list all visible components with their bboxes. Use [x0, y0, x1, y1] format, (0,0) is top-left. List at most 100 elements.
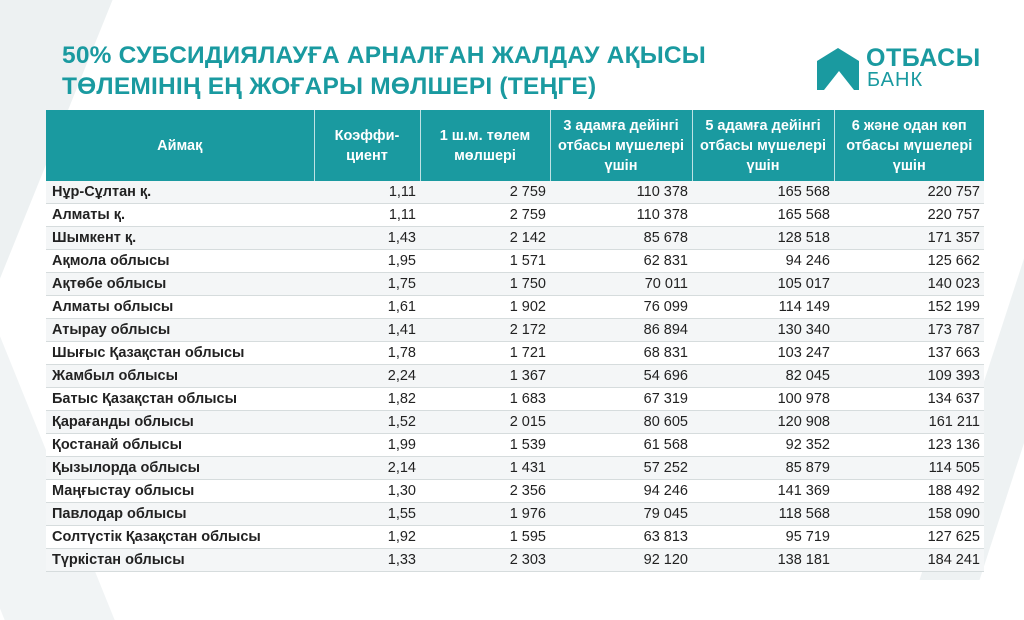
table-header-row: Аймақ Коэффи- циент 1 ш.м. төлем мөлшері… — [46, 110, 984, 181]
cell-six-plus-members: 220 757 — [834, 181, 984, 204]
cell-region-name: Алматы қ. — [46, 203, 314, 227]
table-row: Қостанай облысы 1,99 1 539 61 568 92 352 123 … — [46, 433, 984, 457]
cell-coefficient: 1,43 — [314, 226, 420, 250]
cell-payment-per-sqm: 2 172 — [420, 318, 550, 342]
column-header-region: Аймақ — [46, 110, 314, 181]
cell-coefficient: 1,33 — [314, 548, 420, 572]
cell-up-to-3-members: 70 011 — [550, 272, 692, 296]
cell-up-to-5-members: 120 908 — [692, 410, 834, 434]
cell-up-to-3-members: 94 246 — [550, 479, 692, 503]
cell-up-to-3-members: 86 894 — [550, 318, 692, 342]
cell-payment-per-sqm: 2 015 — [420, 410, 550, 434]
cell-region-name: Нұр-Сұлтан қ. — [46, 181, 314, 204]
cell-coefficient: 1,52 — [314, 410, 420, 434]
cell-six-plus-members: 137 663 — [834, 341, 984, 365]
table-row: Шымкент қ. 1,43 2 142 85 678 128 518 171 357 — [46, 226, 984, 250]
column-header-up-to-3-members: 3 адамға дейінгі отбасы мүшелері үшін — [549, 110, 692, 181]
column-header-6-plus-members: 6 және одан көп отбасы мүшелері үшін — [833, 110, 984, 181]
cell-coefficient: 2,24 — [314, 364, 420, 388]
cell-up-to-5-members: 85 879 — [692, 456, 834, 480]
cell-six-plus-members: 158 090 — [834, 502, 984, 526]
cell-payment-per-sqm: 2 142 — [420, 226, 550, 250]
cell-coefficient: 1,61 — [314, 295, 420, 319]
cell-coefficient: 1,41 — [314, 318, 420, 342]
cell-region-name: Атырау облысы — [46, 318, 314, 342]
cell-up-to-5-members: 165 568 — [692, 181, 834, 204]
cell-payment-per-sqm: 1 721 — [420, 341, 550, 365]
cell-up-to-5-members: 95 719 — [692, 525, 834, 549]
cell-six-plus-members: 161 211 — [834, 410, 984, 434]
column-header-coefficient: Коэффи- циент — [313, 110, 420, 181]
cell-payment-per-sqm: 1 976 — [420, 502, 550, 526]
page-title-line-1: 50% СУБСИДИЯЛАУҒА АРНАЛҒАН ЖАЛДАУ АҚЫСЫ — [62, 42, 706, 69]
cell-six-plus-members: 114 505 — [834, 456, 984, 480]
cell-six-plus-members: 171 357 — [834, 226, 984, 250]
cell-six-plus-members: 134 637 — [834, 387, 984, 411]
cell-six-plus-members: 123 136 — [834, 433, 984, 457]
cell-payment-per-sqm: 1 539 — [420, 433, 550, 457]
cell-region-name: Жамбыл облысы — [46, 364, 314, 388]
cell-region-name: Ақтөбе облысы — [46, 272, 314, 296]
cell-up-to-3-members: 62 831 — [550, 249, 692, 273]
cell-six-plus-members: 140 023 — [834, 272, 984, 296]
cell-up-to-3-members: 79 045 — [550, 502, 692, 526]
cell-up-to-3-members: 85 678 — [550, 226, 692, 250]
table-row: Қарағанды облысы 1,52 2 015 80 605 120 908 16… — [46, 410, 984, 434]
cell-six-plus-members: 125 662 — [834, 249, 984, 273]
cell-six-plus-members: 220 757 — [834, 203, 984, 227]
cell-payment-per-sqm: 1 902 — [420, 295, 550, 319]
table-row: Жамбыл облысы 2,24 1 367 54 696 82 045 109 39… — [46, 364, 984, 388]
cell-payment-per-sqm: 1 683 — [420, 387, 550, 411]
column-header-up-to-5-members: 5 адамға дейінгі отбасы мүшелері үшін — [691, 110, 834, 181]
cell-coefficient: 1,82 — [314, 387, 420, 411]
cell-six-plus-members: 184 241 — [834, 548, 984, 572]
cell-region-name: Солтүстік Қазақстан облысы — [46, 525, 314, 549]
cell-payment-per-sqm: 2 759 — [420, 181, 550, 204]
cell-up-to-3-members: 61 568 — [550, 433, 692, 457]
cell-up-to-5-members: 138 181 — [692, 548, 834, 572]
table-row: Шығыс Қазақстан облысы 1,78 1 721 68 831 103… — [46, 341, 984, 365]
cell-up-to-3-members: 92 120 — [550, 548, 692, 572]
table-row: Павлодар облысы 1,55 1 976 79 045 118 568 158… — [46, 502, 984, 526]
cell-up-to-3-members: 76 099 — [550, 295, 692, 319]
table-row: Түркістан облысы 1,33 2 303 92 120 138 181 18… — [46, 548, 984, 572]
page-title-line-2: ТӨЛЕМІНІҢ ЕҢ ЖОҒАРЫ МӨЛШЕРІ (ТЕҢГЕ) — [62, 73, 597, 100]
cell-region-name: Ақмола облысы — [46, 249, 314, 273]
house-logo-icon — [817, 48, 859, 90]
rent-subsidy-table: Аймақ Коэффи- циент 1 ш.м. төлем мөлшері… — [46, 110, 984, 572]
cell-six-plus-members: 173 787 — [834, 318, 984, 342]
cell-coefficient: 2,14 — [314, 456, 420, 480]
cell-payment-per-sqm: 2 356 — [420, 479, 550, 503]
table-row: Алматы қ. 1,11 2 759 110 378 165 568 220 757 — [46, 203, 984, 227]
cell-payment-per-sqm: 1 367 — [420, 364, 550, 388]
table-row: Нұр-Сұлтан қ. 1,11 2 759 110 378 165 568 220 … — [46, 181, 984, 204]
otbasy-bank-logo: ОТБАСЫ БАНК — [815, 45, 985, 91]
column-header-payment-per-sqm: 1 ш.м. төлем мөлшері — [419, 110, 550, 181]
cell-up-to-5-members: 130 340 — [692, 318, 834, 342]
cell-up-to-3-members: 68 831 — [550, 341, 692, 365]
cell-payment-per-sqm: 2 759 — [420, 203, 550, 227]
cell-region-name: Қызылорда облысы — [46, 456, 314, 480]
cell-up-to-3-members: 57 252 — [550, 456, 692, 480]
cell-coefficient: 1,99 — [314, 433, 420, 457]
table-row: Ақтөбе облысы 1,75 1 750 70 011 105 017 140 0… — [46, 272, 984, 296]
cell-six-plus-members: 127 625 — [834, 525, 984, 549]
cell-region-name: Маңғыстау облысы — [46, 479, 314, 503]
cell-up-to-5-members: 118 568 — [692, 502, 834, 526]
cell-up-to-3-members: 54 696 — [550, 364, 692, 388]
cell-region-name: Қостанай облысы — [46, 433, 314, 457]
cell-coefficient: 1,95 — [314, 249, 420, 273]
cell-region-name: Қарағанды облысы — [46, 410, 314, 434]
logo-name: ОТБАСЫ — [866, 44, 981, 72]
table-row: Ақмола облысы 1,95 1 571 62 831 94 246 125 66… — [46, 249, 984, 273]
cell-up-to-5-members: 105 017 — [692, 272, 834, 296]
cell-region-name: Батыс Қазақстан облысы — [46, 387, 314, 411]
logo-subtitle: БАНК — [867, 69, 924, 91]
cell-coefficient: 1,11 — [314, 181, 420, 204]
cell-six-plus-members: 152 199 — [834, 295, 984, 319]
cell-up-to-5-members: 114 149 — [692, 295, 834, 319]
cell-coefficient: 1,92 — [314, 525, 420, 549]
table-row: Солтүстік Қазақстан облысы 1,92 1 595 63 81… — [46, 525, 984, 549]
cell-region-name: Алматы облысы — [46, 295, 314, 319]
cell-region-name: Түркістан облысы — [46, 548, 314, 572]
